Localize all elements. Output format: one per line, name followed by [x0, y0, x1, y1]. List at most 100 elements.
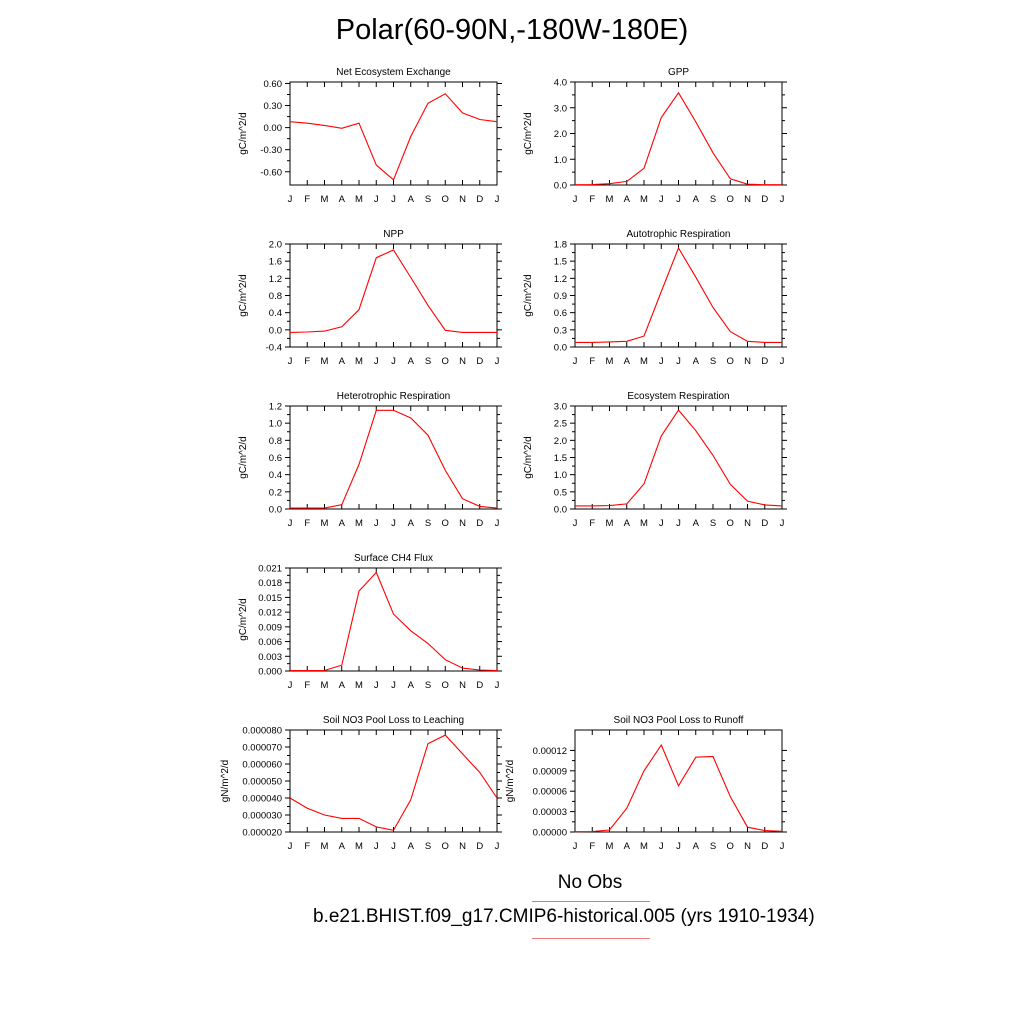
panel-9-ytick-label: 0.00009 — [533, 766, 567, 777]
panel-8-xtick-label: J — [288, 841, 293, 852]
panel-2-xtick-label: F — [589, 194, 595, 205]
panel-7-xtick-label: O — [442, 680, 449, 691]
panel-7-ytick-label: 0.012 — [258, 608, 282, 619]
panel-3-xtick-label: J — [391, 356, 396, 367]
panel-1-ytick-label: -0.30 — [260, 145, 282, 156]
panel-6-ytick-label: 3.0 — [554, 402, 567, 413]
panel-3-series-line — [289, 249, 497, 333]
panel-2-xtick-label: O — [727, 194, 734, 205]
panel-3-ytick-label: 1.2 — [269, 274, 282, 285]
panel-5-xtick-label: N — [459, 518, 466, 529]
panel-5-xtick-label: M — [321, 518, 329, 529]
panel-5-xtick-label: A — [339, 518, 346, 529]
panel-7-ytick-label: 0.003 — [258, 652, 282, 663]
panel-5-xtick-label: D — [476, 518, 483, 529]
panel-6-xtick-label: M — [640, 518, 648, 529]
panel-7-series-line — [290, 571, 498, 672]
panel-5-ytick-label: 1.0 — [269, 419, 282, 430]
panel-7-xtick-label: A — [339, 680, 346, 691]
panel-4-ytick-label: 0.6 — [554, 308, 567, 319]
panel-9-xtick-label: S — [710, 841, 716, 852]
panel-6-xtick-label: J — [676, 518, 681, 529]
panel-9-xtick-label: O — [727, 841, 734, 852]
panel-1-series-line — [289, 93, 498, 181]
panel-3-xtick-label: F — [304, 356, 310, 367]
panel-1-xtick-label: J — [495, 194, 500, 205]
panel-1-title: Net Ecosystem Exchange — [336, 67, 451, 78]
panel-2-ytick-label: 3.0 — [554, 103, 567, 114]
panel-8-title: Soil NO3 Pool Loss to Leaching — [323, 715, 464, 726]
panel-3-xtick-label: S — [425, 356, 431, 367]
panel-8-series-line — [289, 734, 498, 831]
panel-9-xtick-label: A — [624, 841, 631, 852]
panel-9-ytick-label: 0.00006 — [533, 787, 567, 798]
panel-4-xtick-label: O — [727, 356, 734, 367]
panel-3-ytick-label: 0.8 — [269, 291, 282, 302]
panel-4-xtick-label: J — [659, 356, 664, 367]
panel-4-ytick-label: 1.2 — [554, 274, 567, 285]
panel-8-xtick-label: S — [425, 841, 431, 852]
panel-3-ytick-label: -0.4 — [266, 343, 282, 354]
panel-5-ytick-label: 0.0 — [269, 505, 282, 516]
panel-6-xtick-label: M — [606, 518, 614, 529]
panel-8-frame — [289, 729, 498, 833]
panel-4-xtick-label: J — [573, 356, 578, 367]
panel-4-ytick-label: 0.0 — [554, 343, 567, 354]
panel-3-title: NPP — [383, 229, 404, 240]
panel-9-ylabel: gN/m^2/d — [505, 760, 516, 803]
panel-1-xtick-label: J — [288, 194, 293, 205]
panel-2-series-line — [574, 91, 782, 186]
panel-5-ylabel: gC/m^2/d — [238, 436, 249, 479]
panel-7-title: Surface CH4 Flux — [354, 553, 433, 564]
panel-5-xtick-label: M — [355, 518, 363, 529]
panel-5-xtick-label: F — [304, 518, 310, 529]
panel-1-xtick-label: A — [339, 194, 346, 205]
panel-8-xtick-label: D — [476, 841, 483, 852]
panel-5-xtick-label: O — [442, 518, 449, 529]
panel-3-ytick-label: 1.6 — [269, 257, 282, 268]
panel-7-ytick-label: 0.000 — [258, 667, 282, 678]
panel-6-frame — [574, 405, 783, 510]
panel-3-xtick-label: J — [495, 356, 500, 367]
panel-1-ytick-label: 0.30 — [264, 101, 283, 112]
panel-6-ytick-label: 0.0 — [554, 505, 567, 516]
panel-9-xtick-label: J — [659, 841, 664, 852]
panel-7-xtick-label: F — [304, 680, 310, 691]
panel-9-ytick-label: 0.00003 — [533, 807, 567, 818]
panel-5-ytick-label: 0.2 — [269, 487, 282, 498]
panel-9-xtick-label: M — [640, 841, 648, 852]
panel-3-ylabel: gC/m^2/d — [238, 274, 249, 317]
panel-8-xtick-label: J — [495, 841, 500, 852]
legend-model-label: b.e21.BHIST.f09_g17.CMIP6-historical.005… — [313, 906, 815, 927]
panel-9-ytick-label: 0.00012 — [533, 746, 567, 757]
panel-3-xtick-label: A — [339, 356, 346, 367]
panel-8-xtick-label: M — [355, 841, 363, 852]
panel-1-xtick-label: O — [442, 194, 449, 205]
panel-8-ytick-label: 0.000080 — [242, 726, 282, 737]
panel-7-xtick-label: J — [288, 680, 293, 691]
panel-3-xtick-label: O — [442, 356, 449, 367]
panel-4-xtick-label: M — [640, 356, 648, 367]
panel-4-xtick-label: J — [676, 356, 681, 367]
panel-3-ytick-label: 2.0 — [269, 240, 282, 251]
panel-9-title: Soil NO3 Pool Loss to Runoff — [614, 715, 744, 726]
panel-6-xtick-label: N — [744, 518, 751, 529]
panel-2-xtick-label: A — [693, 194, 700, 205]
panel-2-xtick-label: M — [606, 194, 614, 205]
panel-7-ytick-label: 0.018 — [258, 578, 282, 589]
panel-5-series-line — [290, 409, 498, 509]
panel-4-ylabel: gC/m^2/d — [523, 274, 534, 317]
panel-8-ytick-label: 0.000060 — [242, 760, 282, 771]
panel-4-series-line — [575, 246, 782, 343]
panel-9-xtick-label: M — [606, 841, 614, 852]
panel-6-xtick-label: F — [589, 518, 595, 529]
panel-1-xtick-label: A — [408, 194, 415, 205]
panel-6-xtick-label: A — [624, 518, 631, 529]
panel-7-ytick-label: 0.006 — [258, 637, 282, 648]
panel-1-ylabel: gC/m^2/d — [238, 112, 249, 155]
panel-7-xtick-label: M — [355, 680, 363, 691]
panel-9-xtick-label: J — [780, 841, 785, 852]
panel-4-xtick-label: A — [693, 356, 700, 367]
legend-obs-line — [532, 901, 650, 902]
